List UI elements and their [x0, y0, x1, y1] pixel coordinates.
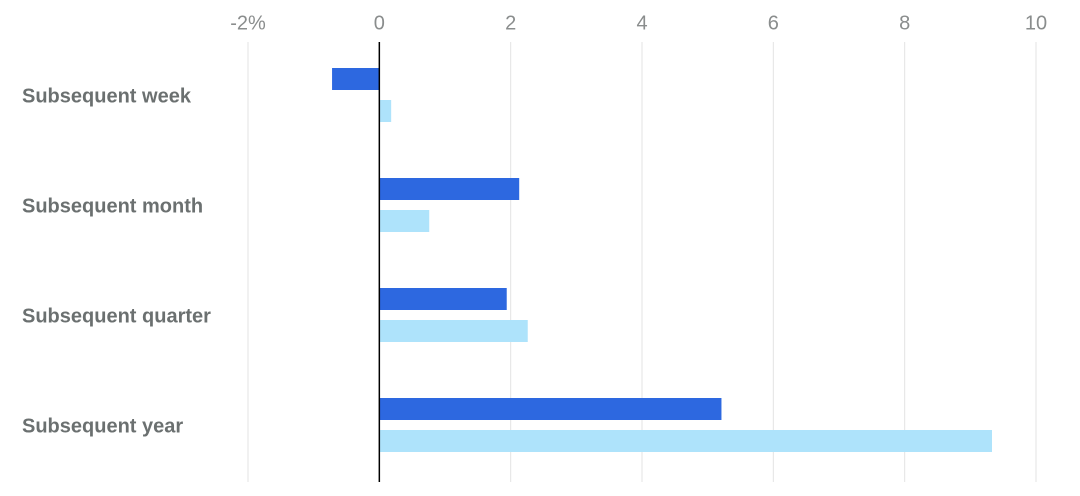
category-label: Subsequent quarter	[22, 305, 211, 327]
bar	[379, 398, 722, 420]
bar	[379, 100, 392, 122]
bar	[379, 320, 528, 342]
bar	[379, 288, 507, 310]
x-tick-label: 8	[899, 12, 910, 34]
category-label: Subsequent week	[22, 85, 192, 107]
x-tick-label: 4	[636, 12, 647, 34]
bar	[332, 68, 380, 90]
x-tick-label: 6	[768, 12, 779, 34]
x-tick-label: 2	[505, 12, 516, 34]
category-label: Subsequent year	[22, 415, 183, 437]
bar	[379, 430, 993, 452]
x-tick-label: -2%	[230, 12, 266, 34]
x-tick-label: 10	[1025, 12, 1047, 34]
x-tick-label: 0	[374, 12, 385, 34]
category-label: Subsequent month	[22, 195, 203, 217]
bar	[379, 210, 430, 232]
bar	[379, 178, 520, 200]
